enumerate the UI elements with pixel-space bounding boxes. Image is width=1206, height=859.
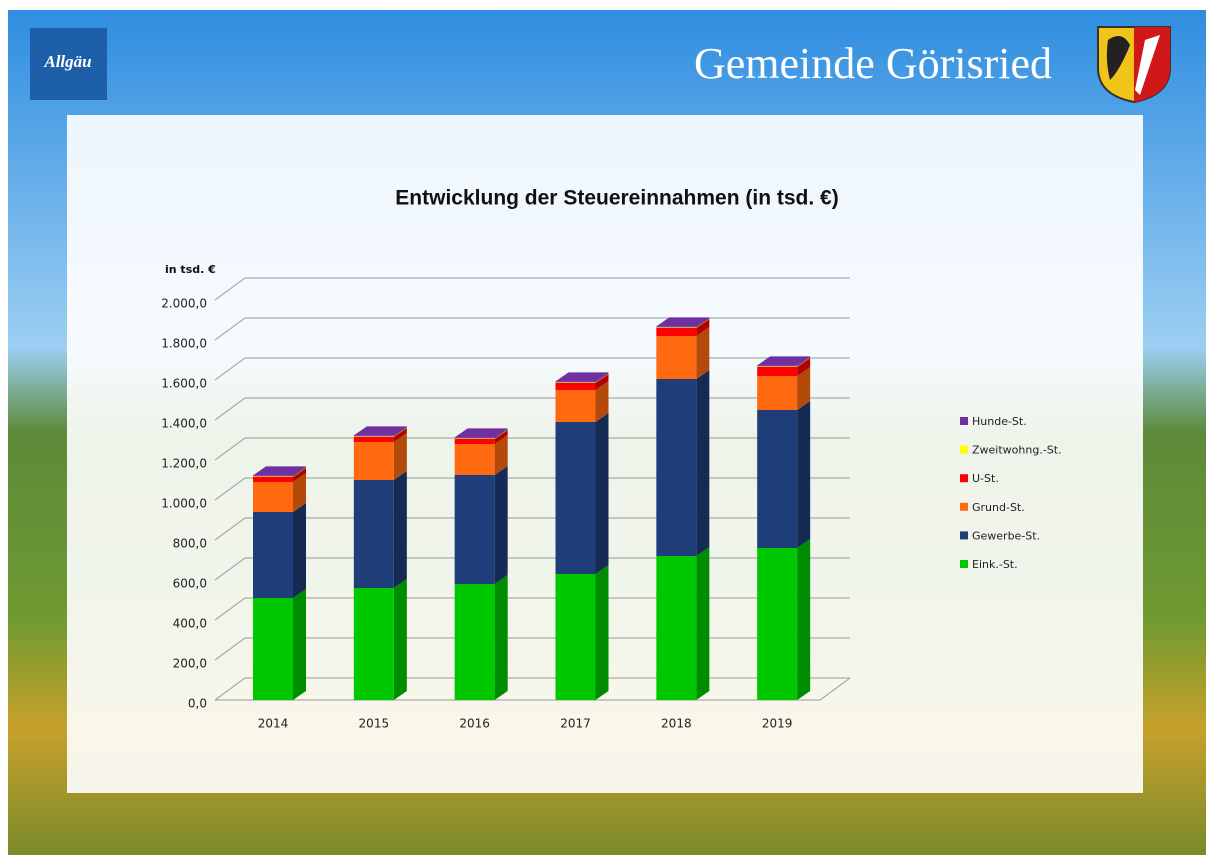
- bar-segment: [556, 381, 596, 382]
- bar-segment: [656, 328, 696, 336]
- bar-segment: [757, 376, 797, 410]
- bar-segment: [556, 574, 596, 700]
- bar-segment: [354, 437, 394, 442]
- coat-of-arms: [1098, 27, 1170, 102]
- bar-segment: [253, 475, 293, 476]
- bar-segment: [556, 422, 596, 574]
- bar-segment: [757, 366, 797, 367]
- y-tick-label: 1.600,0: [161, 377, 207, 391]
- x-tick-label: 2017: [560, 717, 591, 731]
- bar-side: [394, 471, 407, 588]
- y-axis-label: in tsd. €: [165, 263, 216, 276]
- bar-segment: [253, 482, 293, 512]
- legend-label: Eink.-St.: [972, 558, 1018, 571]
- chart-title: Entwicklung der Steuereinnahmen (in tsd.…: [395, 187, 838, 210]
- legend-swatch: [960, 417, 968, 425]
- bar-side: [596, 413, 609, 574]
- bar-segment: [556, 383, 596, 390]
- bar-side: [797, 401, 810, 548]
- legend-swatch: [960, 474, 968, 482]
- bar-side: [696, 547, 709, 700]
- bar-segment: [455, 437, 495, 438]
- bar-segment: [656, 379, 696, 556]
- bar-segment: [455, 584, 495, 700]
- legend-swatch: [960, 560, 968, 568]
- bar-segment: [757, 367, 797, 376]
- y-tick-label: 1.400,0: [161, 417, 207, 431]
- legend-swatch: [960, 503, 968, 511]
- y-tick-label: 800,0: [173, 537, 207, 551]
- bar-side: [293, 503, 306, 598]
- y-tick-label: 200,0: [173, 657, 207, 671]
- bar-side: [495, 466, 508, 584]
- bar-side: [696, 370, 709, 556]
- x-tick-label: 2014: [258, 717, 289, 731]
- bar-segment: [455, 439, 495, 444]
- y-tick-label: 1.800,0: [161, 337, 207, 351]
- bar-side: [495, 575, 508, 700]
- bar-side: [596, 565, 609, 700]
- legend-swatch: [960, 446, 968, 454]
- bar-side: [797, 539, 810, 700]
- bar-segment: [354, 435, 394, 436]
- bar-segment: [556, 382, 596, 383]
- x-tick-label: 2018: [661, 717, 692, 731]
- bar-segment: [354, 442, 394, 480]
- bar-side: [293, 589, 306, 700]
- slide: Allgäu Gemeinde Görisried Entwicklung de…: [0, 0, 1206, 855]
- bar-segment: [354, 588, 394, 700]
- bar-segment: [253, 598, 293, 700]
- y-tick-label: 400,0: [173, 617, 207, 631]
- legend-label: Gewerbe-St.: [972, 529, 1040, 542]
- legend-swatch: [960, 531, 968, 539]
- page-title: Gemeinde Görisried: [694, 39, 1052, 88]
- bar-segment: [253, 476, 293, 477]
- legend-label: Hunde-St.: [972, 415, 1027, 428]
- bar-segment: [455, 444, 495, 475]
- bar-segment: [656, 326, 696, 327]
- y-tick-label: 1.000,0: [161, 497, 207, 511]
- bar-segment: [757, 365, 797, 366]
- bar-segment: [354, 436, 394, 437]
- bar-side: [394, 579, 407, 700]
- bar-segment: [455, 438, 495, 439]
- bar-segment: [757, 410, 797, 548]
- bar-segment: [253, 477, 293, 482]
- legend-label: Grund-St.: [972, 501, 1025, 514]
- bar-segment: [253, 512, 293, 598]
- x-tick-label: 2016: [459, 717, 490, 731]
- legend-label: Zweitwohng.-St.: [972, 444, 1062, 457]
- bar-segment: [656, 556, 696, 700]
- bar-segment: [656, 336, 696, 379]
- bar-segment: [354, 480, 394, 588]
- y-tick-label: 1.200,0: [161, 457, 207, 471]
- legend-label: U-St.: [972, 472, 999, 485]
- bar-segment: [455, 475, 495, 584]
- bar-side: [696, 327, 709, 379]
- y-tick-label: 0,0: [188, 697, 207, 711]
- y-tick-label: 600,0: [173, 577, 207, 591]
- y-tick-label: 2.000,0: [161, 297, 207, 311]
- bar-segment: [556, 390, 596, 422]
- bar-segment: [757, 548, 797, 700]
- x-tick-label: 2015: [359, 717, 390, 731]
- x-tick-label: 2019: [762, 717, 793, 731]
- logo-text: Allgäu: [43, 52, 91, 71]
- bar-segment: [656, 327, 696, 328]
